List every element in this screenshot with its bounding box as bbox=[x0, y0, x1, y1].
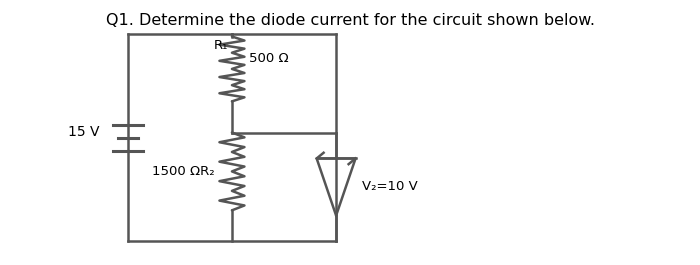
Text: 15 V: 15 V bbox=[69, 126, 100, 139]
Text: 500 Ω: 500 Ω bbox=[249, 52, 289, 65]
Text: Q1. Determine the diode current for the circuit shown below.: Q1. Determine the diode current for the … bbox=[106, 13, 594, 28]
Text: R₁: R₁ bbox=[214, 39, 228, 52]
Text: 1500 ΩR₂: 1500 ΩR₂ bbox=[152, 165, 215, 178]
Text: V₂=10 V: V₂=10 V bbox=[363, 180, 419, 193]
